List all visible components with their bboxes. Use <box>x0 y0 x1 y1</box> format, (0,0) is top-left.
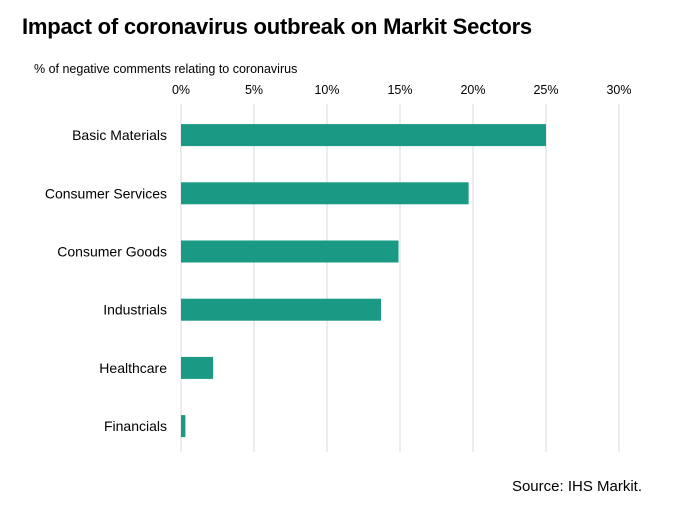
chart-title: Impact of coronavirus outbreak on Markit… <box>22 14 532 39</box>
category-label: Industrials <box>103 302 167 318</box>
category-label: Consumer Goods <box>57 244 167 260</box>
x-tick-label: 15% <box>387 83 412 97</box>
x-tick-label: 10% <box>314 83 339 97</box>
bars <box>181 124 546 438</box>
x-axis-ticks: 0% 5% 10% 15% 20% 25% 30% <box>172 83 632 97</box>
x-axis-label: % of negative comments relating to coron… <box>34 62 298 76</box>
bar-consumer-services <box>181 182 469 205</box>
x-tick-label: 25% <box>533 83 558 97</box>
bar-financials <box>181 415 186 438</box>
category-label: Consumer Services <box>45 185 167 201</box>
bar-healthcare <box>181 356 214 379</box>
source-note: Source: IHS Markit. <box>511 478 642 495</box>
bar-basic-materials <box>181 124 546 147</box>
x-tick-label: 20% <box>460 83 485 97</box>
x-tick-label: 5% <box>245 83 263 97</box>
category-label: Healthcare <box>99 360 167 376</box>
x-tick-label: 0% <box>172 83 190 97</box>
x-tick-label: 30% <box>606 83 631 97</box>
gridlines <box>180 104 620 452</box>
bar-industrials <box>181 298 382 321</box>
category-label: Basic Materials <box>72 127 167 143</box>
category-label: Financials <box>104 418 167 434</box>
category-labels: Basic Materials Consumer Services Consumer… <box>45 127 167 434</box>
bar-consumer-goods <box>181 240 399 263</box>
